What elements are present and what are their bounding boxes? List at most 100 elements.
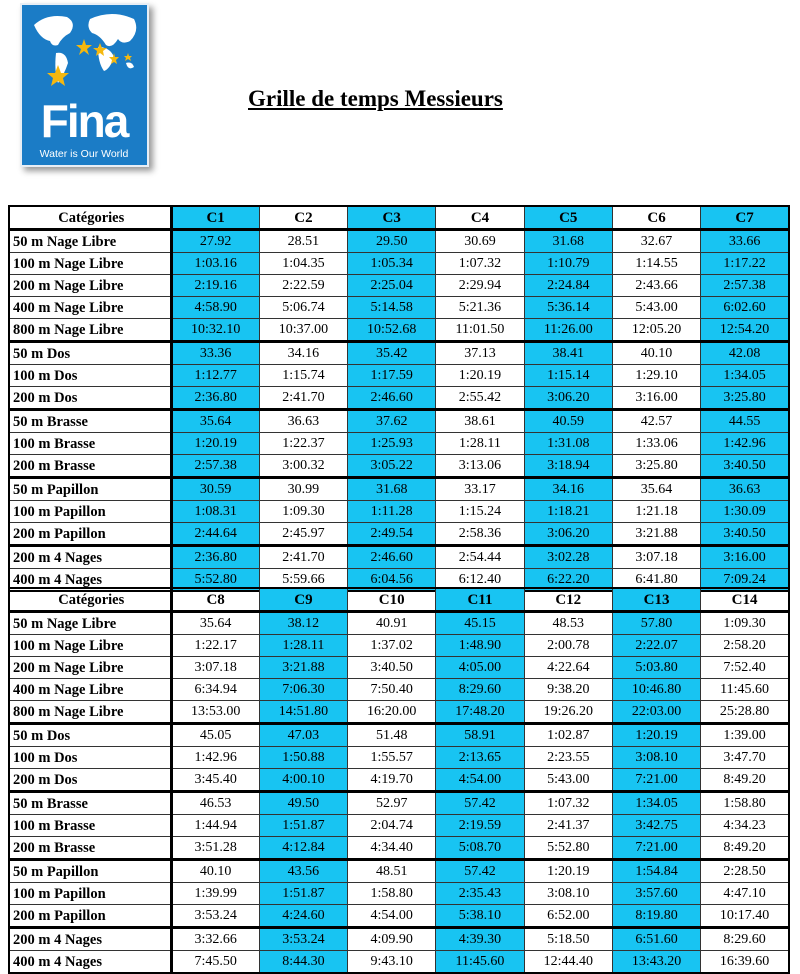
- time-cell: 30.99: [258, 476, 349, 501]
- time-cell: 6:51.60: [611, 926, 702, 951]
- time-cell: 3:06.20: [523, 522, 613, 546]
- event-label: 200 m Nage Libre: [8, 656, 173, 679]
- time-cell: 5:38.10: [435, 904, 525, 928]
- time-cell: 3:53.24: [170, 904, 260, 928]
- table-row: 200 m Papillon 3:53.24 4:24.60 4:54.00 5:38.…: [8, 904, 790, 928]
- event-label: 800 m Nage Libre: [8, 318, 173, 342]
- time-cell: 10:52.68: [347, 318, 437, 342]
- time-cell: 3:08.10: [523, 882, 613, 905]
- time-cell: 16:20.00: [347, 700, 437, 724]
- time-cell: 3:16.00: [611, 386, 702, 410]
- time-cell: 49.50: [258, 790, 349, 815]
- time-cell: 10:32.10: [170, 318, 260, 342]
- time-cell: 31.68: [523, 229, 613, 253]
- time-grid-table-2: Catégories C8 C9 C10 C11 C12 C13 C14 50 m Nage L…: [8, 587, 790, 974]
- time-cell: 38.41: [523, 340, 613, 365]
- time-cell: 2:19.59: [435, 814, 525, 837]
- time-cell: 37.13: [435, 340, 525, 365]
- time-cell: 4:24.60: [258, 904, 349, 928]
- time-cell: 7:52.40: [700, 656, 790, 679]
- time-cell: 11:26.00: [523, 318, 613, 342]
- time-cell: 3:07.18: [611, 544, 702, 569]
- column-header-c11: C11: [435, 587, 525, 613]
- time-cell: 3:13.06: [435, 454, 525, 478]
- time-cell: 2:36.80: [170, 544, 260, 569]
- event-label: 200 m Dos: [8, 386, 173, 410]
- event-label: 100 m Nage Libre: [8, 634, 173, 657]
- event-label: 800 m Nage Libre: [8, 700, 173, 724]
- time-cell: 25:28.80: [700, 700, 790, 724]
- time-cell: 5:18.50: [523, 926, 613, 951]
- time-cell: 12:54.20: [700, 318, 790, 342]
- time-cell: 35.64: [611, 476, 702, 501]
- time-cell: 8:44.30: [258, 950, 349, 974]
- time-cell: 1:02.87: [523, 722, 613, 747]
- time-cell: 1:12.77: [170, 364, 260, 387]
- time-cell: 8:49.20: [700, 768, 790, 792]
- time-cell: 1:58.80: [700, 790, 790, 815]
- time-cell: 2:45.97: [258, 522, 349, 546]
- time-cell: 2:46.60: [347, 544, 437, 569]
- time-cell: 9:43.10: [347, 950, 437, 974]
- event-label: 50 m Papillon: [8, 858, 173, 883]
- event-label: 400 m Nage Libre: [8, 678, 173, 701]
- table-row: 100 m Papillon 1:39.99 1:51.87 1:58.80 2:35.…: [8, 882, 790, 905]
- event-label: 100 m Dos: [8, 364, 173, 387]
- time-cell: 8:29.60: [700, 926, 790, 951]
- time-cell: 1:15.24: [435, 500, 525, 523]
- time-cell: 1:28.11: [258, 634, 349, 657]
- time-cell: 2:04.74: [347, 814, 437, 837]
- time-cell: 1:09.30: [258, 500, 349, 523]
- time-cell: 12:44.40: [523, 950, 613, 974]
- time-cell: 1:03.16: [170, 252, 260, 275]
- time-cell: 33.36: [170, 340, 260, 365]
- time-cell: 1:17.22: [700, 252, 790, 275]
- time-cell: 30.59: [170, 476, 260, 501]
- time-cell: 16:39.60: [700, 950, 790, 974]
- time-cell: 34.16: [523, 476, 613, 501]
- event-label: 50 m Brasse: [8, 790, 173, 815]
- table-row: 100 m Nage Libre 1:22.17 1:28.11 1:37.02 1:4…: [8, 634, 790, 657]
- time-cell: 35.64: [170, 408, 260, 433]
- time-cell: 8:19.80: [611, 904, 702, 928]
- time-cell: 5:06.74: [258, 296, 349, 319]
- time-cell: 6:41.80: [611, 568, 702, 592]
- time-cell: 1:07.32: [435, 252, 525, 275]
- time-cell: 1:18.21: [523, 500, 613, 523]
- event-label: 50 m Nage Libre: [8, 229, 173, 253]
- logo-tagline: Water is Our World: [40, 148, 129, 160]
- column-header-c6: C6: [611, 205, 702, 231]
- time-cell: 40.91: [347, 611, 437, 635]
- table-row: 200 m Brasse 3:51.28 4:12.84 4:34.40 5:08.70…: [8, 836, 790, 860]
- event-label: 200 m Dos: [8, 768, 173, 792]
- time-cell: 3:16.00: [700, 544, 790, 569]
- event-label: 200 m Brasse: [8, 836, 173, 860]
- event-label: 50 m Brasse: [8, 408, 173, 433]
- time-cell: 6:04.56: [347, 568, 437, 592]
- time-cell: 2:29.94: [435, 274, 525, 297]
- time-cell: 10:46.80: [611, 678, 702, 701]
- time-cell: 1:28.11: [435, 432, 525, 455]
- time-cell: 1:15.74: [258, 364, 349, 387]
- time-cell: 13:43.20: [611, 950, 702, 974]
- time-cell: 48.51: [347, 858, 437, 883]
- event-label: 200 m Papillon: [8, 904, 173, 928]
- time-cell: 1:05.34: [347, 252, 437, 275]
- table-row: 100 m Dos 1:12.77 1:15.74 1:17.59 1:20.19 1:1…: [8, 364, 790, 387]
- time-cell: 4:19.70: [347, 768, 437, 792]
- time-cell: 1:17.59: [347, 364, 437, 387]
- logo-wordmark: Fina: [41, 95, 130, 147]
- time-cell: 7:21.00: [611, 768, 702, 792]
- time-cell: 2:54.44: [435, 544, 525, 569]
- event-label: 100 m Papillon: [8, 882, 173, 905]
- time-cell: 5:08.70: [435, 836, 525, 860]
- time-cell: 3:08.10: [611, 746, 702, 769]
- time-cell: 29.50: [347, 229, 437, 253]
- column-header-c3: C3: [347, 205, 437, 231]
- time-cell: 4:09.90: [347, 926, 437, 951]
- table-row: 50 m Papillon 40.10 43.56 48.51 57.42 1:20.19…: [8, 858, 790, 883]
- time-cell: 1:29.10: [611, 364, 702, 387]
- time-cell: 4:34.23: [700, 814, 790, 837]
- time-cell: 2:22.07: [611, 634, 702, 657]
- time-cell: 35.64: [170, 611, 260, 635]
